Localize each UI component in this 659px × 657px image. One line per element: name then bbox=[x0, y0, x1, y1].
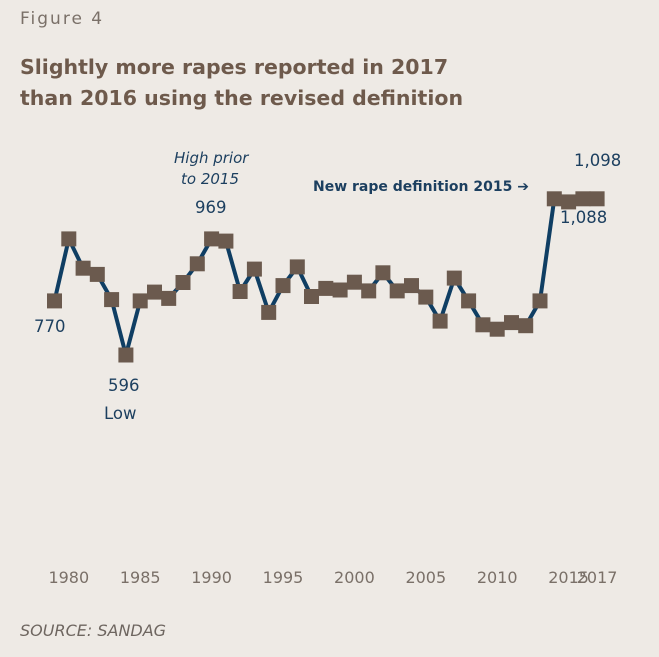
data-point-1979 bbox=[47, 293, 62, 309]
data-point-1987 bbox=[161, 290, 177, 306]
annotation-596: 596 bbox=[108, 376, 140, 395]
x-tick-label-2005: 2005 bbox=[405, 568, 446, 587]
data-point-2002 bbox=[375, 265, 391, 281]
data-point-1982 bbox=[89, 266, 105, 282]
data-point-1994 bbox=[261, 304, 277, 320]
data-point-2007 bbox=[446, 270, 462, 286]
x-tick-label-2017: 2017 bbox=[577, 568, 618, 587]
series-line bbox=[52, 196, 598, 357]
data-point-2006 bbox=[432, 313, 448, 329]
annotation-770: 770 bbox=[34, 317, 66, 336]
data-markers-group bbox=[47, 191, 605, 363]
data-point-2012 bbox=[518, 318, 534, 334]
annotation-high-prior: High prior bbox=[174, 149, 249, 167]
data-point-1984 bbox=[118, 347, 134, 363]
data-point-1992 bbox=[232, 284, 248, 299]
chart-title-line-2: than 2016 using the revised definition bbox=[20, 86, 464, 110]
data-point-2001 bbox=[361, 283, 377, 299]
data-point-2008 bbox=[461, 293, 477, 309]
data-point-1999 bbox=[332, 282, 348, 298]
x-tick-label-1995: 1995 bbox=[263, 568, 304, 587]
x-tick-label-2015: 2015 bbox=[548, 568, 589, 587]
data-point-2003 bbox=[389, 283, 405, 299]
x-tick-label-1980: 1980 bbox=[48, 568, 89, 587]
data-point-1986 bbox=[147, 284, 162, 300]
data-point-1980 bbox=[61, 231, 77, 247]
annotation-low: Low bbox=[104, 404, 137, 423]
annotation-969: 969 bbox=[195, 198, 227, 217]
data-point-1998 bbox=[318, 280, 334, 296]
data-point-1988 bbox=[175, 275, 191, 290]
data-point-1990 bbox=[204, 231, 220, 247]
x-tick-label-2010: 2010 bbox=[477, 568, 518, 587]
x-tick-label-1990: 1990 bbox=[191, 568, 232, 587]
data-point-2011 bbox=[504, 315, 519, 331]
data-point-2005 bbox=[418, 289, 434, 305]
figure-label: Figure 4 bbox=[20, 9, 105, 29]
source-note: SOURCE: SANDAG bbox=[20, 621, 167, 640]
annotation-1098: 1,098 bbox=[574, 151, 621, 170]
data-point-2004 bbox=[404, 278, 419, 294]
data-point-2009 bbox=[475, 317, 491, 333]
data-point-2010 bbox=[489, 321, 505, 337]
data-point-2000 bbox=[346, 274, 362, 290]
data-point-1985 bbox=[132, 293, 148, 309]
data-point-1996 bbox=[289, 259, 305, 275]
data-point-2016 bbox=[575, 191, 591, 207]
annotation-new-definition: New rape definition 2015 ➔ bbox=[313, 179, 529, 195]
series-line-group bbox=[52, 196, 598, 357]
data-point-1981 bbox=[75, 260, 91, 276]
data-point-1983 bbox=[104, 292, 120, 308]
data-point-1993 bbox=[246, 261, 262, 277]
data-point-2015 bbox=[561, 194, 577, 210]
data-point-1989 bbox=[189, 256, 205, 272]
data-point-1997 bbox=[304, 289, 319, 304]
x-tick-label-1985: 1985 bbox=[120, 568, 161, 587]
chart-title-line-1: Slightly more rapes reported in 2017 bbox=[20, 55, 449, 79]
x-tick-label-2000: 2000 bbox=[334, 568, 375, 587]
data-point-1991 bbox=[218, 233, 234, 249]
annotation-1088: 1,088 bbox=[560, 208, 607, 227]
data-point-2014 bbox=[546, 191, 562, 207]
annotation-to-2015: to 2015 bbox=[181, 170, 239, 188]
data-point-2017 bbox=[589, 191, 605, 207]
chart-title: Slightly more rapes reported in 2017 tha… bbox=[20, 52, 620, 114]
data-point-2013 bbox=[532, 293, 548, 309]
data-point-1995 bbox=[275, 278, 291, 294]
